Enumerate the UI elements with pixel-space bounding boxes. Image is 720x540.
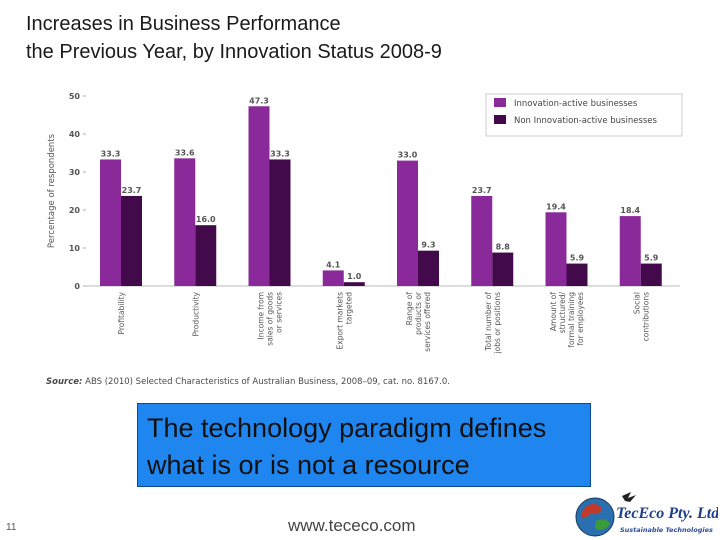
bar-data-label: 8.8 [496,243,511,252]
x-tick-label-line: Profitability [117,291,126,334]
bar [545,212,567,286]
bar-data-label: 5.9 [644,254,659,263]
chart-source-note: Source: ABS (2010) Selected Characterist… [46,377,450,387]
bar-data-label: 33.6 [175,148,195,157]
slide-title-line-2: the Previous Year, by Innovation Status … [26,41,442,63]
bar-chart: Percentage of respondents 0 10 20 30 40 50 33.3… [40,86,700,386]
bar [492,252,514,286]
bar-data-label: 23.7 [472,186,492,195]
bar [640,263,662,286]
bar [121,195,142,286]
legend-swatch [494,98,506,107]
bar [619,216,641,286]
callout-box: The technology paradigm defines what is … [137,403,591,487]
bar [566,263,588,286]
callout-line-1: The technology paradigm defines [147,413,547,443]
logo-tagline: Sustainable Technologies [620,526,713,534]
bar-data-label: 23.7 [122,186,142,195]
x-tick-label-line: for employees [576,292,585,346]
y-tick-label: 40 [69,130,81,139]
bar [174,158,196,286]
x-tick-label-line: Range of [405,292,414,326]
slide-title: Increases in Business Performance the Pr… [26,10,626,66]
y-tick-label: 0 [74,282,80,291]
x-tick-label-line: jobs or positions [493,292,502,354]
bar-data-label: 33.3 [101,149,121,158]
x-tick-label-line: or services [275,292,284,333]
x-tick-label-line: Export markets [335,292,344,350]
bar [322,270,344,286]
legend-swatch [494,115,506,124]
bar [100,159,121,286]
bar [269,159,291,286]
x-tick-label: Socialcontributions [632,292,650,341]
globe-icon [575,497,615,537]
x-tick-label: Amount ofstructured/formal trainingfor e… [549,292,585,348]
bar-chart-svg: Percentage of respondents 0 10 20 30 40 50 33.3… [47,92,683,355]
x-tick-label-line: targeted [344,292,353,324]
x-tick-label: Total number ofjobs or positions [484,292,502,355]
bar-data-label: 33.0 [398,151,418,160]
legend-label: Non Innovation-active businesses [514,116,658,126]
x-tick-label: Export marketstargeted [335,292,353,350]
x-tick-label-line: products or [414,291,423,335]
x-tick-label-line: structured/ [558,292,567,334]
source-prefix: Source: [46,377,83,387]
bar-data-label: 9.3 [421,241,435,250]
legend-box [485,93,683,137]
bird-icon [622,492,636,502]
bar-data-label: 18.4 [620,206,640,215]
x-tick-label: Income fromsales of goodsor services [257,292,284,346]
bar-data-label: 19.4 [546,202,566,211]
bar [471,195,493,286]
bar-data-label: 16.0 [196,215,216,224]
bar-data-label: 1.0 [347,272,362,281]
x-tick-label-line: formal training [567,292,576,348]
x-tick-label-line: sales of goods [266,292,275,346]
logo-name: TecEco Pty. Ltd. [616,505,718,522]
x-tick-label: Range ofproducts orservices offered [405,291,432,352]
bar-data-label: 47.3 [249,96,269,105]
x-tick-label-line: services offered [423,292,432,352]
x-tick-label-line: Income from [257,292,266,339]
x-tick-label: Profitability [117,291,126,334]
x-tick-label-line: Total number of [484,292,493,352]
y-tick-label: 10 [69,244,81,253]
slide-number: 11 [6,522,17,533]
callout-line-2: what is or is not a resource [147,450,470,480]
x-tick-label-line: Social [632,292,641,314]
y-tick-label: 20 [69,206,81,215]
bar [343,282,365,286]
company-logo: TecEco Pty. Ltd. Sustainable Technologie… [575,492,718,537]
legend-label: Innovation-active businesses [514,99,638,109]
slide-title-line-1: Increases in Business Performance [26,13,341,35]
bar-data-label: 4.1 [326,260,341,269]
footer-url[interactable]: www.tececo.com [288,516,416,535]
y-axis-label: Percentage of respondents [47,133,57,248]
x-tick-label-line: Productivity [191,291,200,336]
bar-data-label: 5.9 [570,254,585,263]
bar-data-label: 33.3 [270,149,290,158]
y-tick-label: 50 [69,92,81,101]
y-tick-label: 30 [69,168,81,177]
bar [195,225,217,286]
bar [397,160,418,286]
x-tick-label-line: contributions [641,292,650,341]
source-text: ABS (2010) Selected Characteristics of A… [82,377,450,387]
x-tick-label: Productivity [191,291,200,336]
bar [248,106,270,286]
bar [418,250,439,286]
x-tick-label-line: Amount of [549,292,558,331]
